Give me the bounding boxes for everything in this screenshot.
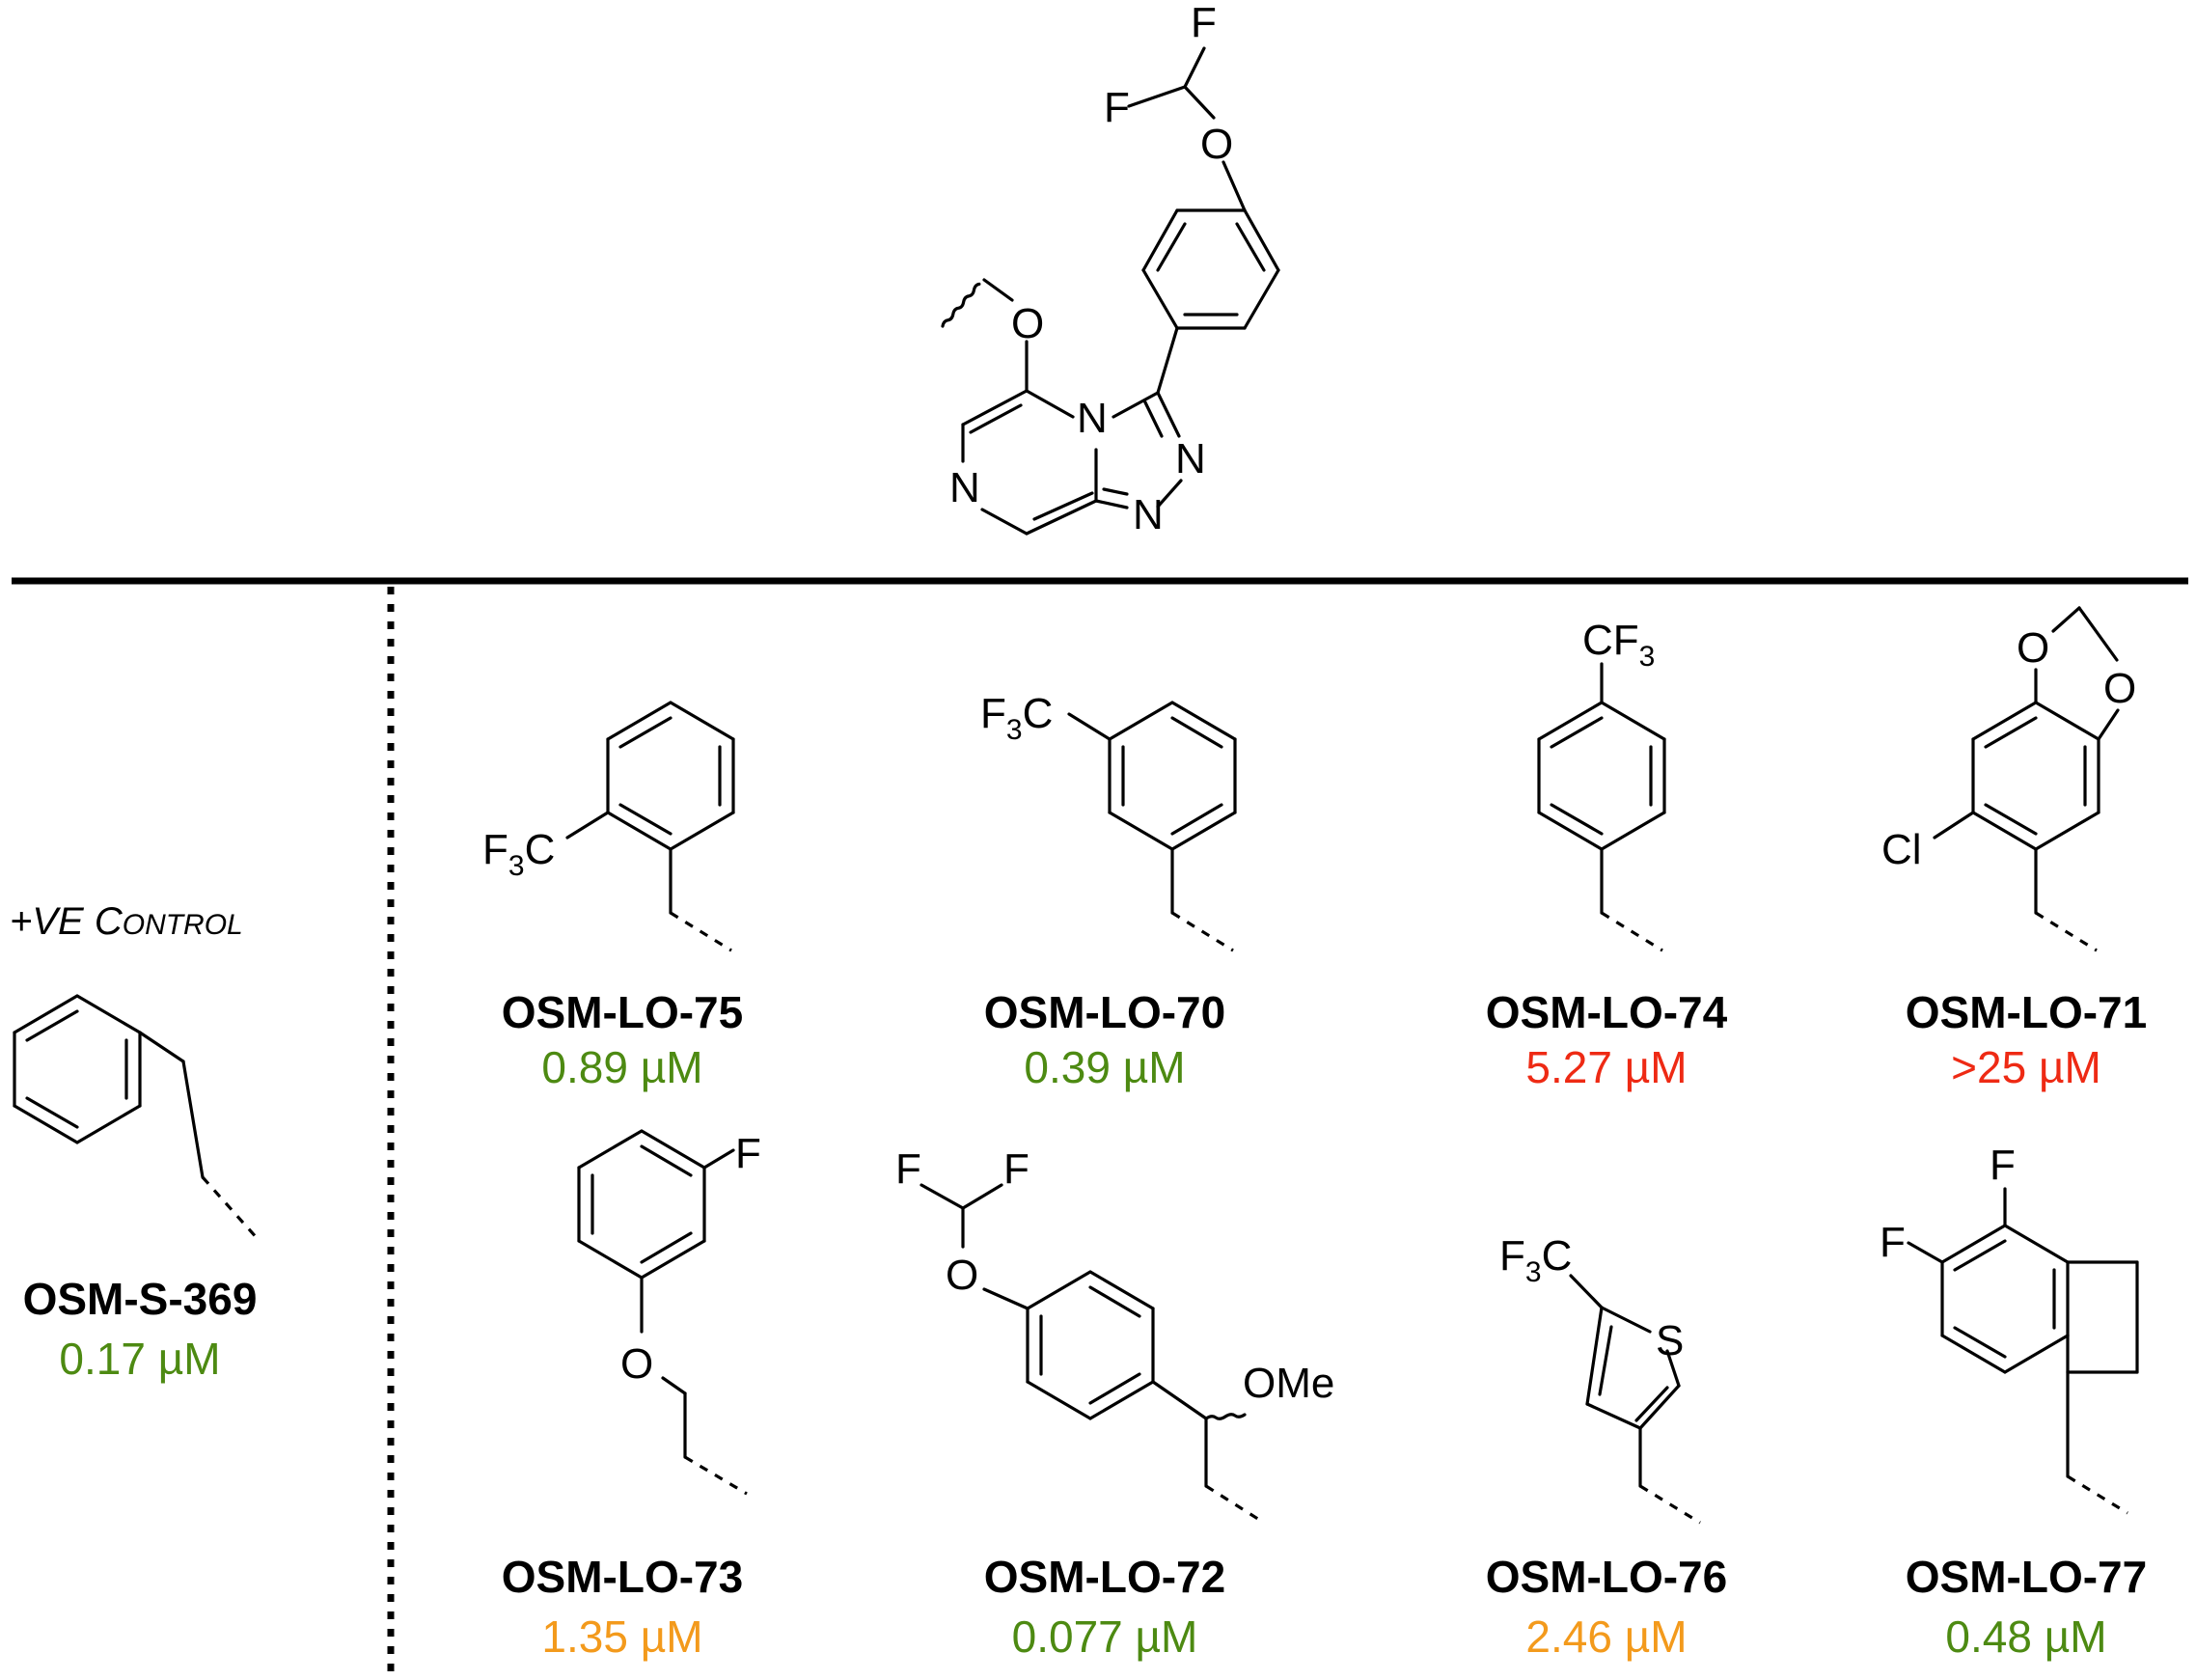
compound-osm-lo-77-structure: F F — [1880, 1142, 2139, 1515]
lo75-cf3-label: F3C — [482, 826, 555, 882]
control-panel: +VE CONTROL OSM-S-369 0.17 µM — [10, 900, 261, 1384]
compound-name: OSM-LO-76 — [1486, 1552, 1727, 1602]
compound-value: 0.48 µM — [1945, 1611, 2106, 1662]
compound-value: 0.077 µM — [1012, 1611, 1198, 1662]
core-oxygen-linker: O — [1011, 300, 1044, 347]
control-structure — [13, 994, 261, 1242]
control-label: +VE CONTROL — [10, 900, 243, 943]
control-value: 0.17 µM — [59, 1334, 220, 1384]
compound-value: 5.27 µM — [1525, 1042, 1687, 1092]
wavy-attachment-bond — [941, 282, 981, 328]
compound-value: 0.39 µM — [1024, 1042, 1185, 1092]
compound-osm-lo-70-structure: F3C — [980, 690, 1237, 952]
compound-osm-lo-71-structure: O O Cl — [1881, 606, 2136, 952]
core-nitrogen-pyrazine: N — [949, 464, 980, 511]
lo72-oxygen: O — [946, 1252, 978, 1299]
lo71-oxygen-2: O — [2103, 665, 2136, 712]
compound-name: OSM-LO-74 — [1486, 987, 1728, 1037]
core-scaffold: F F O O N N N N — [941, 0, 1280, 538]
core-nitrogen-bridge: N — [1077, 395, 1108, 442]
compound-osm-lo-74-structure: CF3 — [1537, 617, 1666, 952]
compound-name: OSM-LO-77 — [1906, 1552, 2147, 1602]
compound-name: OSM-LO-70 — [984, 987, 1225, 1037]
lo76-cf3-label: F3C — [1499, 1232, 1572, 1288]
lo70-cf3-label: F3C — [980, 690, 1053, 746]
lo71-oxygen-1: O — [2017, 624, 2049, 672]
compound-value: >25 µM — [1951, 1042, 2101, 1092]
compound-osm-lo-75-structure: F3C — [482, 701, 735, 952]
compound-name: OSM-LO-73 — [502, 1552, 743, 1602]
lo74-cf3-label: CF3 — [1582, 617, 1655, 673]
control-name: OSM-S-369 — [23, 1274, 258, 1324]
compound-osm-lo-73-structure: F O — [577, 1129, 761, 1496]
compound-name: OSM-LO-75 — [502, 987, 743, 1037]
lo77-fluorine-2: F — [1880, 1219, 1906, 1266]
lo71-chlorine: Cl — [1881, 826, 1922, 873]
core-fluorine-1: F — [1191, 0, 1217, 46]
lo72-fluorine-2: F — [1003, 1145, 1029, 1193]
compound-osm-lo-72-structure: F F O OMe — [895, 1145, 1334, 1525]
compound-name: OSM-LO-71 — [1906, 987, 2147, 1037]
lo72-ome-label: OMe — [1243, 1360, 1334, 1407]
lo76-sulfur: S — [1656, 1317, 1684, 1364]
compound-name: OSM-LO-72 — [984, 1552, 1225, 1602]
compound-osm-lo-76-structure: S F3C — [1499, 1232, 1701, 1525]
core-fluorine-2: F — [1104, 84, 1130, 131]
lo73-oxygen: O — [620, 1340, 653, 1388]
lo73-fluorine: F — [735, 1130, 761, 1177]
compound-value: 2.46 µM — [1525, 1611, 1687, 1662]
lo77-fluorine-1: F — [1990, 1142, 2016, 1189]
compound-value: 1.35 µM — [541, 1611, 702, 1662]
compound-value: 0.89 µM — [541, 1042, 702, 1092]
core-nitrogen-1: N — [1175, 435, 1206, 482]
core-oxygen-ether: O — [1200, 121, 1233, 168]
lo72-fluorine-1: F — [895, 1145, 921, 1193]
core-nitrogen-2: N — [1133, 491, 1164, 538]
